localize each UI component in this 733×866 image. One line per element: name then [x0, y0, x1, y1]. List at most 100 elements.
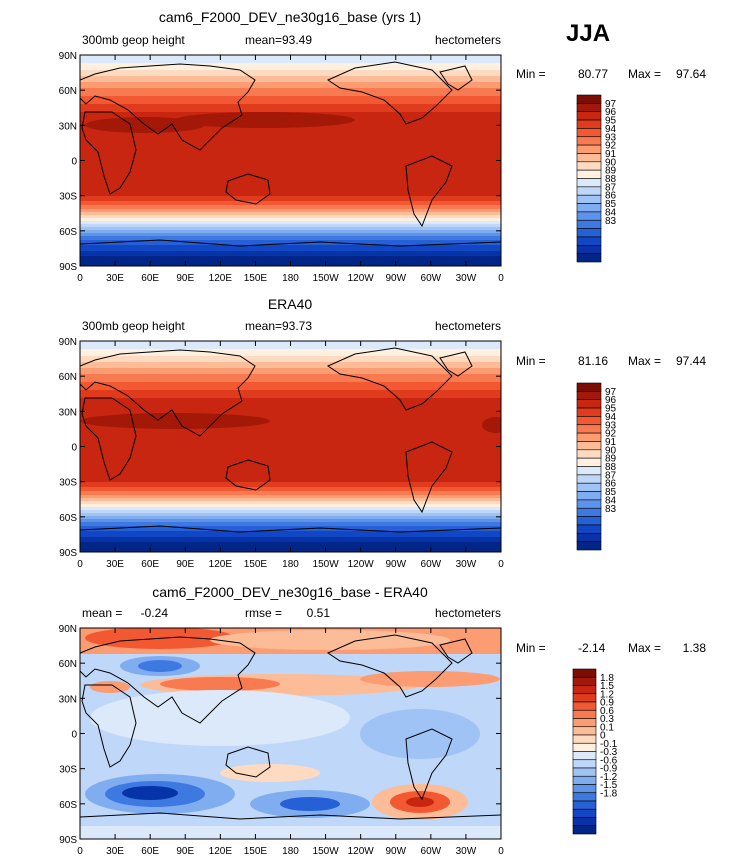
- band: [80, 221, 501, 224]
- colorbar-label: 83: [605, 504, 617, 515]
- colorbar-label: 97: [605, 99, 617, 110]
- band: [80, 82, 501, 88]
- colorbar-label: -1.8: [600, 788, 618, 799]
- y-tick-label: 0: [71, 157, 77, 168]
- colorbar-label: 95: [605, 116, 617, 127]
- y-tick-label: 60S: [59, 513, 77, 524]
- x-tick-label: 120E: [209, 273, 233, 284]
- band: [80, 537, 501, 542]
- colorbar-label: 89: [605, 454, 617, 465]
- x-tick-label: 120E: [209, 559, 233, 570]
- colorbar-box: [576, 424, 602, 434]
- band: [80, 88, 501, 96]
- mean-value: 93.49: [282, 33, 312, 47]
- colorbar-box: [572, 676, 597, 686]
- colorbar-label: 88: [605, 462, 617, 473]
- colorbar-box: [576, 228, 602, 238]
- positive-anomaly: [90, 681, 130, 693]
- rmse-label: rmse =: [245, 606, 282, 620]
- colorbar-box: [576, 391, 602, 401]
- colorbar-label: 0.3: [600, 714, 614, 725]
- colorbar-label: 83: [605, 216, 617, 227]
- band: [80, 362, 501, 368]
- colorbar-box: [576, 136, 602, 146]
- band: [80, 390, 501, 398]
- colorbar-box: [576, 507, 602, 517]
- x-tick-label: 90W: [385, 273, 406, 284]
- band: [80, 240, 501, 245]
- x-tick-label: 180: [282, 559, 299, 570]
- variable-label: 300mb geop height: [82, 319, 185, 333]
- y-tick-label: 0: [71, 730, 77, 741]
- band: [80, 245, 501, 251]
- coastlines: [80, 61, 501, 247]
- max-value: 1.38: [683, 641, 707, 655]
- units-label: hectometers: [435, 33, 501, 47]
- units-label: hectometers: [435, 319, 501, 333]
- y-tick-label: 30S: [59, 478, 77, 489]
- colorbar-box: [572, 775, 597, 785]
- y-tick-label: 30S: [59, 192, 77, 203]
- band: [80, 63, 501, 70]
- colorbar-box: [572, 693, 597, 703]
- x-tick-label: 60W: [421, 273, 442, 284]
- panel-obs: ERA40 300mb geop height mean= 93.73 hect…: [59, 296, 707, 570]
- colorbar-label: -0.6: [600, 755, 618, 766]
- map-field: [80, 341, 501, 552]
- x-tick-label: 0: [498, 273, 504, 284]
- map-field: [80, 55, 501, 266]
- band: [80, 491, 501, 495]
- band: [80, 522, 501, 526]
- colorbar-label: 94: [605, 124, 617, 135]
- band: [80, 516, 501, 519]
- band: [80, 104, 501, 112]
- colorbar-label: 96: [605, 107, 617, 118]
- band: [80, 212, 501, 215]
- max-value: 97.64: [676, 67, 706, 81]
- colorbar-label: 85: [605, 199, 617, 210]
- panel-title: ERA40: [268, 296, 313, 312]
- x-tick-label: 120W: [348, 559, 375, 570]
- mean-value: 93.73: [282, 319, 312, 333]
- y-tick-label: 60S: [59, 227, 77, 238]
- panel-difference: cam6_F2000_DEV_ne30g16_base - ERA40 mean…: [59, 584, 707, 857]
- colorbar-box: [576, 169, 602, 179]
- rmse-value: 0.51: [307, 606, 331, 620]
- colorbar-box: [576, 432, 602, 442]
- band: [80, 495, 501, 498]
- max-label: Max =: [628, 641, 661, 655]
- colorbar: 1.81.51.20.90.60.30.10-0.1-0.3-0.6-0.9-1…: [572, 668, 618, 835]
- band: [80, 482, 501, 487]
- maximum-blob: [175, 112, 355, 128]
- x-tick-label: 150E: [244, 559, 268, 570]
- y-tick-label: 30N: [59, 121, 77, 132]
- colorbar-box: [572, 759, 597, 769]
- y-tick-label: 60S: [59, 800, 77, 811]
- band: [80, 201, 501, 205]
- band: [80, 513, 501, 516]
- x-tick-label: 0: [77, 846, 83, 857]
- colorbar-label: 94: [605, 412, 617, 423]
- colorbar-label: 89: [605, 166, 617, 177]
- variable-label: 300mb geop height: [82, 33, 185, 47]
- min-value: 81.16: [578, 354, 608, 368]
- colorbar-box: [576, 211, 602, 221]
- band: [80, 349, 501, 356]
- y-tick-label: 90N: [59, 337, 77, 348]
- colorbar-label: 90: [605, 445, 617, 456]
- colorbar-label: 87: [605, 182, 617, 193]
- panel-title: cam6_F2000_DEV_ne30g16_base - ERA40: [152, 584, 428, 600]
- colorbar-box: [576, 532, 602, 542]
- colorbar-box: [576, 236, 602, 246]
- x-tick-label: 180: [282, 273, 299, 284]
- colorbar-box: [576, 541, 602, 551]
- max-label: Max =: [628, 67, 661, 81]
- band: [80, 526, 501, 531]
- colorbar-box: [572, 734, 597, 744]
- x-tick-label: 150W: [313, 273, 340, 284]
- band: [80, 236, 501, 240]
- band: [80, 501, 501, 504]
- colorbar-box: [572, 767, 597, 777]
- y-tick-label: 60N: [59, 659, 77, 670]
